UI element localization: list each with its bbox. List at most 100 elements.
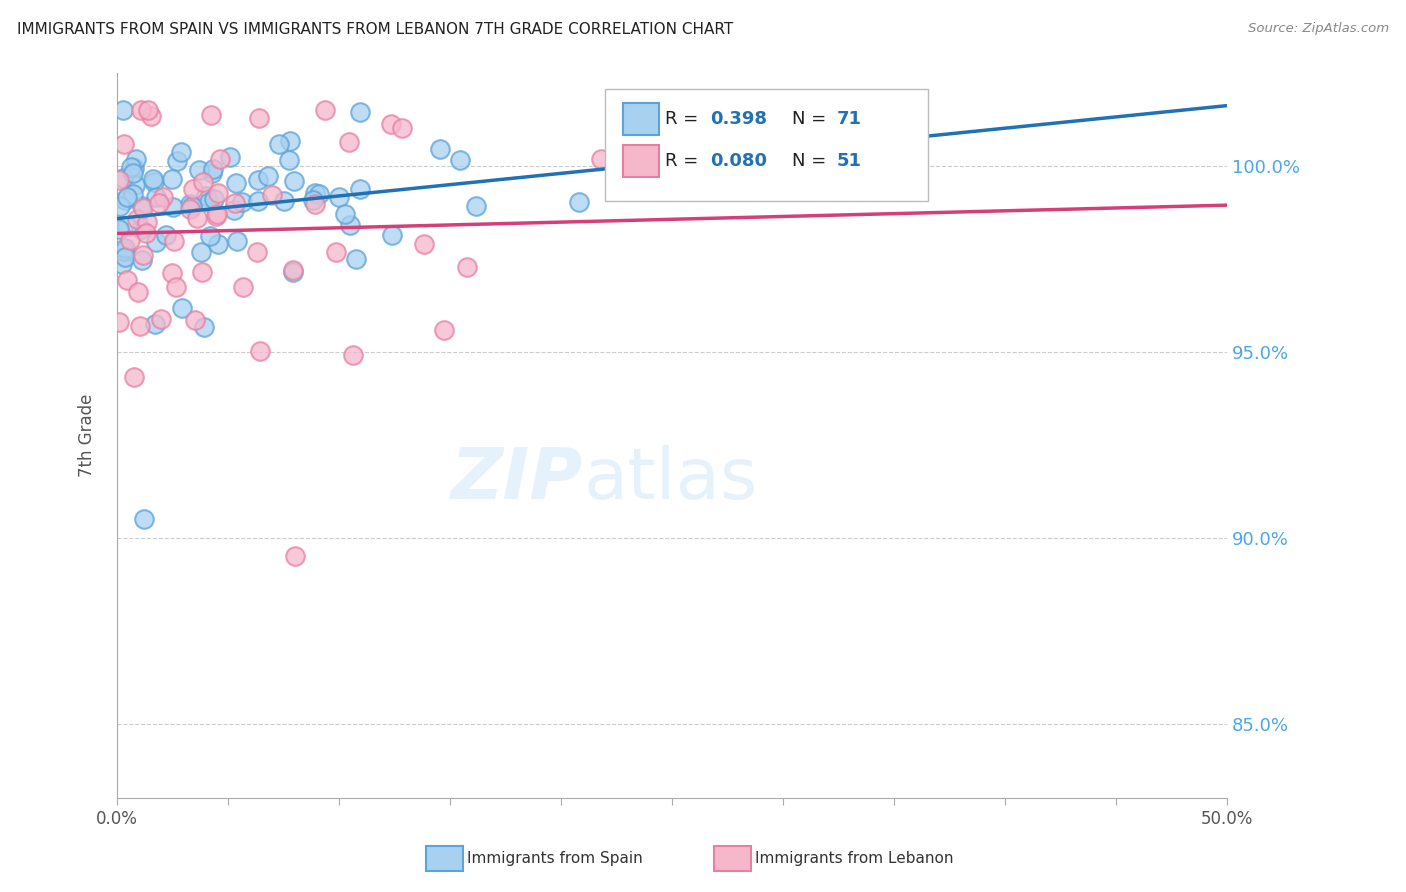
Point bbox=[278, 134, 301, 148]
Point bbox=[121, 166, 143, 180]
Point bbox=[166, 154, 188, 169]
Text: 71: 71 bbox=[837, 110, 862, 128]
Point bbox=[339, 218, 361, 232]
Point bbox=[225, 234, 247, 248]
Point bbox=[127, 212, 149, 227]
Point bbox=[170, 145, 193, 159]
Point bbox=[127, 285, 149, 299]
Point bbox=[112, 244, 135, 259]
Point bbox=[145, 190, 167, 204]
Point bbox=[314, 103, 336, 118]
Point bbox=[129, 221, 152, 235]
Point bbox=[172, 301, 194, 315]
Point bbox=[200, 228, 222, 243]
Point bbox=[165, 280, 187, 294]
Point bbox=[224, 195, 246, 210]
Point bbox=[122, 369, 145, 384]
Text: R =: R = bbox=[665, 110, 704, 128]
Text: atlas: atlas bbox=[583, 444, 758, 514]
Point bbox=[162, 266, 184, 280]
Point bbox=[273, 194, 295, 208]
Point bbox=[262, 187, 284, 202]
Point bbox=[160, 172, 183, 186]
Point bbox=[110, 198, 132, 212]
Point bbox=[184, 313, 207, 327]
Point bbox=[108, 173, 131, 187]
Point bbox=[152, 190, 174, 204]
Point bbox=[391, 121, 413, 136]
Point bbox=[195, 189, 218, 203]
Point bbox=[246, 194, 269, 208]
Point bbox=[200, 107, 222, 121]
Point bbox=[269, 137, 291, 152]
Point bbox=[115, 190, 138, 204]
Point bbox=[302, 193, 325, 207]
Point bbox=[349, 104, 371, 119]
Point bbox=[190, 265, 212, 279]
Point bbox=[207, 237, 229, 252]
Point bbox=[204, 209, 226, 223]
Point bbox=[207, 186, 229, 200]
Point bbox=[224, 203, 246, 218]
Point bbox=[125, 152, 148, 166]
Point bbox=[277, 153, 299, 167]
Point bbox=[187, 162, 209, 177]
Point bbox=[181, 181, 204, 195]
Point bbox=[132, 248, 155, 262]
Text: Immigrants from Lebanon: Immigrants from Lebanon bbox=[755, 851, 953, 865]
Point bbox=[284, 549, 307, 564]
Point bbox=[283, 265, 305, 279]
Point bbox=[111, 103, 134, 118]
Point bbox=[107, 315, 129, 329]
Point bbox=[114, 193, 136, 207]
Text: 51: 51 bbox=[837, 152, 862, 169]
Text: N =: N = bbox=[792, 152, 831, 169]
Point bbox=[142, 172, 165, 186]
Point bbox=[145, 317, 167, 331]
Point bbox=[225, 176, 247, 190]
Point bbox=[129, 318, 152, 333]
Point bbox=[193, 319, 215, 334]
Point bbox=[114, 250, 136, 264]
Point bbox=[190, 244, 212, 259]
Point bbox=[110, 257, 132, 271]
Point bbox=[201, 166, 224, 180]
Point bbox=[136, 103, 159, 118]
Point bbox=[108, 222, 131, 236]
Point bbox=[129, 103, 152, 118]
Point bbox=[335, 207, 357, 221]
Point bbox=[131, 252, 153, 267]
Y-axis label: 7th Grade: 7th Grade bbox=[79, 394, 96, 477]
Point bbox=[246, 173, 269, 187]
Point bbox=[179, 202, 201, 216]
Point bbox=[205, 207, 228, 221]
Point bbox=[186, 211, 208, 225]
Point bbox=[114, 241, 136, 255]
Point bbox=[118, 233, 141, 247]
Point bbox=[304, 186, 326, 200]
Point bbox=[342, 348, 364, 362]
Point bbox=[456, 260, 478, 274]
Point bbox=[112, 136, 135, 151]
Point bbox=[131, 199, 153, 213]
Point bbox=[115, 273, 138, 287]
Point bbox=[193, 175, 215, 189]
Point bbox=[449, 153, 471, 167]
Point bbox=[344, 252, 367, 266]
Point bbox=[247, 111, 270, 125]
Point bbox=[202, 192, 225, 206]
Point bbox=[139, 109, 162, 123]
Point bbox=[162, 200, 184, 214]
Point bbox=[429, 143, 451, 157]
Point bbox=[202, 161, 225, 176]
Point bbox=[135, 215, 157, 229]
Point bbox=[433, 323, 456, 337]
Point bbox=[150, 311, 173, 326]
Point bbox=[208, 152, 231, 166]
Point bbox=[308, 187, 330, 202]
Point bbox=[112, 170, 135, 185]
Point bbox=[281, 263, 304, 277]
Point bbox=[380, 117, 402, 131]
Point bbox=[231, 194, 253, 209]
Point bbox=[465, 199, 488, 213]
